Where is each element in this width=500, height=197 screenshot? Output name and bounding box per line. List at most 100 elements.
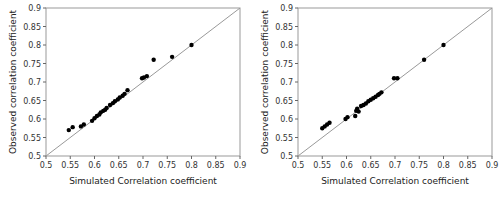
- y-tick: [43, 100, 46, 101]
- y-tick-label: 0.7: [28, 78, 41, 87]
- x-tick-label: 0.9: [486, 161, 499, 170]
- y-tick-label: 0.65: [275, 97, 293, 106]
- panel: 0.5 0.55 0.6 0.65 0.7 0.75 0.8 0.85 0.9 0.5 0.55 0.…: [260, 4, 498, 186]
- y-tick-label: 0.75: [275, 60, 293, 69]
- y-tick: [295, 119, 298, 120]
- plot-area: [298, 8, 492, 156]
- plot-frame: [46, 8, 240, 156]
- x-tick: [346, 156, 347, 159]
- y-tick: [295, 100, 298, 101]
- plot-area: [46, 8, 240, 156]
- y-tick: [295, 26, 298, 27]
- y-tick: [43, 8, 46, 9]
- y-tick-label: 0.65: [23, 97, 41, 106]
- point: [327, 121, 331, 125]
- x-tick: [443, 156, 444, 159]
- point: [441, 43, 445, 47]
- x-tick: [395, 156, 396, 159]
- y-axis-label: Observed correlation coefficient: [8, 9, 18, 154]
- x-tick-label: 0.6: [340, 161, 353, 170]
- y-tick-label: 0.85: [23, 23, 41, 32]
- y-tick: [43, 45, 46, 46]
- point: [189, 43, 193, 47]
- y-tick: [295, 156, 298, 157]
- x-tick-label: 0.65: [362, 161, 380, 170]
- y-tick: [43, 63, 46, 64]
- point: [151, 58, 155, 62]
- x-tick-label: 0.85: [459, 161, 477, 170]
- x-axis-label: Simulated Correlation coefficient: [321, 176, 469, 186]
- x-tick: [167, 156, 168, 159]
- y-tick-label: 0.75: [23, 60, 41, 69]
- y-tick: [295, 82, 298, 83]
- y-tick: [295, 137, 298, 138]
- y-tick: [43, 82, 46, 83]
- x-tick-label: 0.75: [158, 161, 176, 170]
- x-tick-label: 0.7: [389, 161, 402, 170]
- point: [82, 122, 86, 126]
- y-tick-label: 0.9: [28, 4, 41, 13]
- x-tick-label: 0.55: [313, 161, 331, 170]
- figure: 0.5 0.55 0.6 0.65 0.7 0.75 0.8 0.85 0.9 0.5 0.55 0.…: [0, 0, 500, 197]
- x-tick-label: 0.6: [88, 161, 101, 170]
- point: [170, 55, 174, 59]
- x-tick-label: 0.55: [61, 161, 79, 170]
- x-tick-label: 0.7: [137, 161, 150, 170]
- y-tick-label: 0.85: [275, 23, 293, 32]
- point: [67, 128, 71, 132]
- diagonal-line: [298, 8, 492, 156]
- x-tick: [191, 156, 192, 159]
- y-tick: [295, 45, 298, 46]
- point: [356, 109, 360, 113]
- y-axis-label: Observed correlation coefficient: [260, 9, 270, 154]
- y-tick-label: 0.9: [280, 4, 293, 13]
- x-tick-label: 0.5: [292, 161, 305, 170]
- x-tick-label: 0.65: [110, 161, 128, 170]
- point: [353, 114, 357, 118]
- point: [104, 106, 108, 110]
- x-tick: [370, 156, 371, 159]
- x-tick-label: 0.8: [185, 161, 198, 170]
- x-tick: [467, 156, 468, 159]
- point: [70, 125, 74, 129]
- x-tick: [94, 156, 95, 159]
- point: [395, 76, 399, 80]
- x-tick: [143, 156, 144, 159]
- y-tick-label: 0.55: [275, 134, 293, 143]
- y-tick: [295, 63, 298, 64]
- x-tick: [240, 156, 241, 159]
- point: [125, 88, 129, 92]
- x-tick: [215, 156, 216, 159]
- plot-frame: [298, 8, 492, 156]
- x-axis-label: Simulated Correlation coefficient: [69, 176, 217, 186]
- x-tick-label: 0.75: [410, 161, 428, 170]
- point: [422, 58, 426, 62]
- point: [122, 92, 126, 96]
- y-tick-label: 0.7: [280, 78, 293, 87]
- x-tick-label: 0.85: [207, 161, 225, 170]
- y-tick-label: 0.5: [280, 152, 293, 161]
- y-tick-label: 0.5: [28, 152, 41, 161]
- y-tick-label: 0.6: [28, 115, 41, 124]
- y-tick-label: 0.6: [280, 115, 293, 124]
- y-tick-label: 0.8: [280, 41, 293, 50]
- y-tick: [43, 156, 46, 157]
- x-tick-label: 0.8: [437, 161, 450, 170]
- y-tick: [295, 8, 298, 9]
- panel: 0.5 0.55 0.6 0.65 0.7 0.75 0.8 0.85 0.9 0.5 0.55 0.…: [8, 4, 246, 186]
- x-tick: [492, 156, 493, 159]
- y-tick-label: 0.55: [23, 134, 41, 143]
- x-tick: [70, 156, 71, 159]
- point: [345, 115, 349, 119]
- x-tick-label: 0.9: [234, 161, 247, 170]
- x-tick-label: 0.5: [40, 161, 53, 170]
- y-tick-label: 0.8: [28, 41, 41, 50]
- y-tick: [43, 119, 46, 120]
- y-tick: [43, 137, 46, 138]
- point: [145, 74, 149, 78]
- point: [379, 90, 383, 94]
- diagonal-line: [46, 8, 240, 156]
- x-tick: [419, 156, 420, 159]
- x-tick: [322, 156, 323, 159]
- x-tick: [118, 156, 119, 159]
